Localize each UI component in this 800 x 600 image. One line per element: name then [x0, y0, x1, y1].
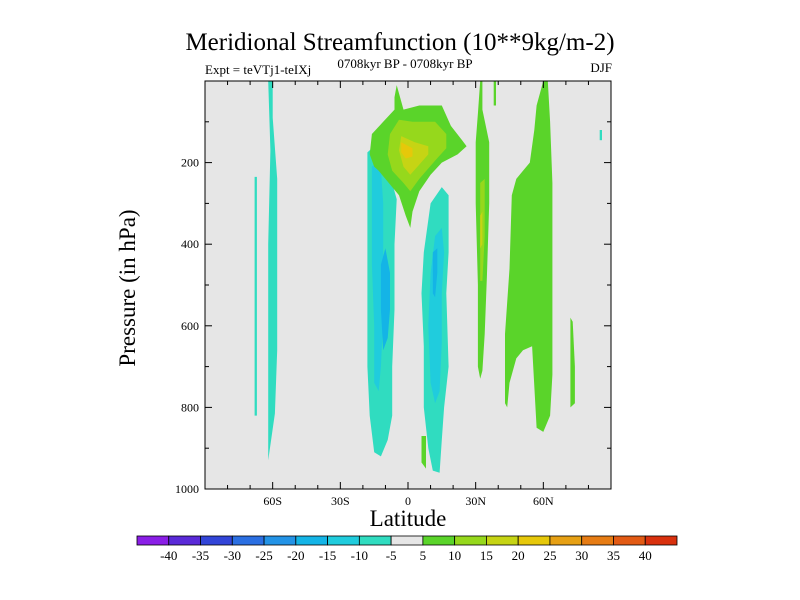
experiment-label: Expt = teVTj1-teIXj [205, 62, 312, 77]
contour-region-nh-subtropical-cell-inner [480, 178, 485, 281]
x-tick-label: 30S [331, 494, 350, 508]
x-tick-label: 0 [405, 494, 411, 508]
x-tick-label: 60S [263, 494, 282, 508]
contour-region-nh-midlat-cell [505, 81, 553, 432]
contour-region-tropical-north-cell-inner [432, 248, 438, 298]
period-label: 0708kyr BP - 0708kyr BP [337, 56, 473, 71]
x-tick-label: 60N [533, 494, 554, 508]
contour-region-nh-polar-thin [599, 130, 602, 141]
y-tick-label: 400 [181, 237, 199, 251]
season-label: DJF [590, 60, 612, 75]
contour-region-nh-subtropical-cell-core [480, 211, 483, 249]
contour-region-sh-highlat-cell [268, 81, 278, 461]
contour-region-tropical-north-cell-mid [428, 227, 445, 404]
contour-region-tropical-south-cell-inner [380, 248, 390, 351]
contour-regions [254, 81, 602, 473]
contour-region-equatorial-upper-positive-core [401, 142, 413, 159]
contour-region-nh-highlat-cell [570, 317, 575, 408]
contour-region-nh-subtropical-thin [493, 81, 496, 106]
chart-title: Meridional Streamfunction (10**9kg/m-2) [185, 29, 615, 56]
contour-region-tropical-south-cell-mid [371, 162, 384, 392]
contour-region-equatorial-lower-positive [421, 436, 426, 469]
y-tick-label: 1000 [175, 482, 199, 496]
x-tick-label: 30N [465, 494, 486, 508]
x-axis-label: Latitude [369, 506, 447, 531]
y-tick-label: 200 [181, 156, 199, 170]
y-tick-label: 600 [181, 319, 199, 333]
contour-region-sh-highlat-cell-thin [254, 176, 257, 416]
y-tick-label: 800 [181, 400, 199, 414]
